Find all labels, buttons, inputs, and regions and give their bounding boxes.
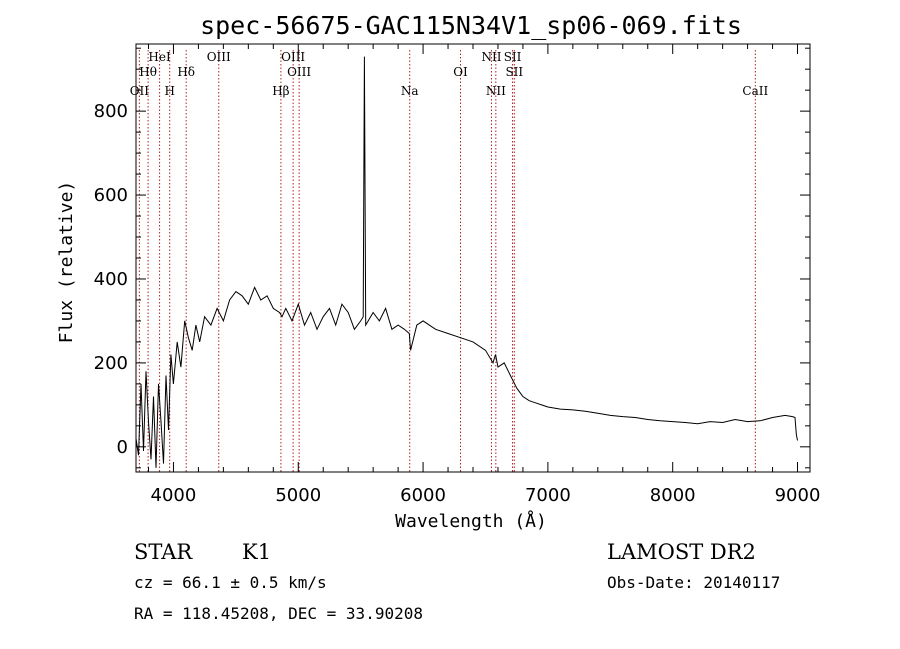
object-subclass: K1: [242, 540, 271, 564]
line-marker-label: OI: [453, 65, 468, 79]
line-marker-label: SII: [504, 50, 522, 64]
line-marker-label: NII: [486, 84, 506, 98]
x-axis-label: Wavelength (Å): [395, 510, 547, 532]
y-axis-label: Flux (relative): [56, 181, 77, 344]
redshift-cz: cz = 66.1 ± 0.5 km/s: [134, 573, 327, 592]
line-marker-label: CaII: [742, 84, 768, 98]
emission-line-markers: [138, 50, 756, 472]
y-tick-label: 800: [94, 101, 128, 122]
x-tick-label: 9000: [775, 485, 821, 506]
y-axis-ticks: 0 200 400 600 800: [94, 47, 810, 469]
line-marker-label: HeI: [148, 50, 171, 64]
line-marker-label: Hθ: [139, 65, 157, 79]
line-marker-label: Na: [401, 84, 419, 98]
chart-title: spec-56675-GAC115N34V1_sp06-069.fits: [200, 11, 742, 40]
y-tick-label: 400: [94, 269, 128, 290]
y-tick-label: 0: [117, 437, 128, 458]
line-marker-label: OII: [130, 84, 150, 98]
plot-frame: [135, 43, 811, 473]
line-marker-label: OIII: [281, 50, 305, 64]
object-class: STAR: [134, 540, 193, 564]
emission-line-labels: OIIHθHeIHHδOIIIHβOIIIOIIINaOINIINIISIISI…: [130, 50, 769, 98]
spectrum-series-line: [135, 56, 798, 468]
survey-name: LAMOST DR2: [607, 540, 756, 564]
x-tick-label: 6000: [400, 485, 446, 506]
y-tick-label: 600: [94, 185, 128, 206]
line-marker-label: SII: [505, 65, 523, 79]
x-tick-label: 4000: [151, 485, 197, 506]
x-tick-label: 8000: [650, 485, 696, 506]
x-tick-label: 7000: [525, 485, 571, 506]
observation-date: Obs-Date: 20140117: [607, 573, 780, 592]
line-marker-label: NII: [481, 50, 501, 64]
line-marker-label: Hδ: [177, 65, 195, 79]
line-marker-label: OIII: [207, 50, 231, 64]
line-marker-label: OIII: [287, 65, 311, 79]
x-axis-ticks: 4000 5000 6000 7000 8000 9000: [147, 44, 821, 506]
line-marker-label: Hβ: [272, 84, 289, 98]
coordinates: RA = 118.45208, DEC = 33.90208: [134, 604, 423, 623]
line-marker-label: H: [164, 84, 174, 98]
x-tick-label: 5000: [275, 485, 321, 506]
y-tick-label: 200: [94, 353, 128, 374]
